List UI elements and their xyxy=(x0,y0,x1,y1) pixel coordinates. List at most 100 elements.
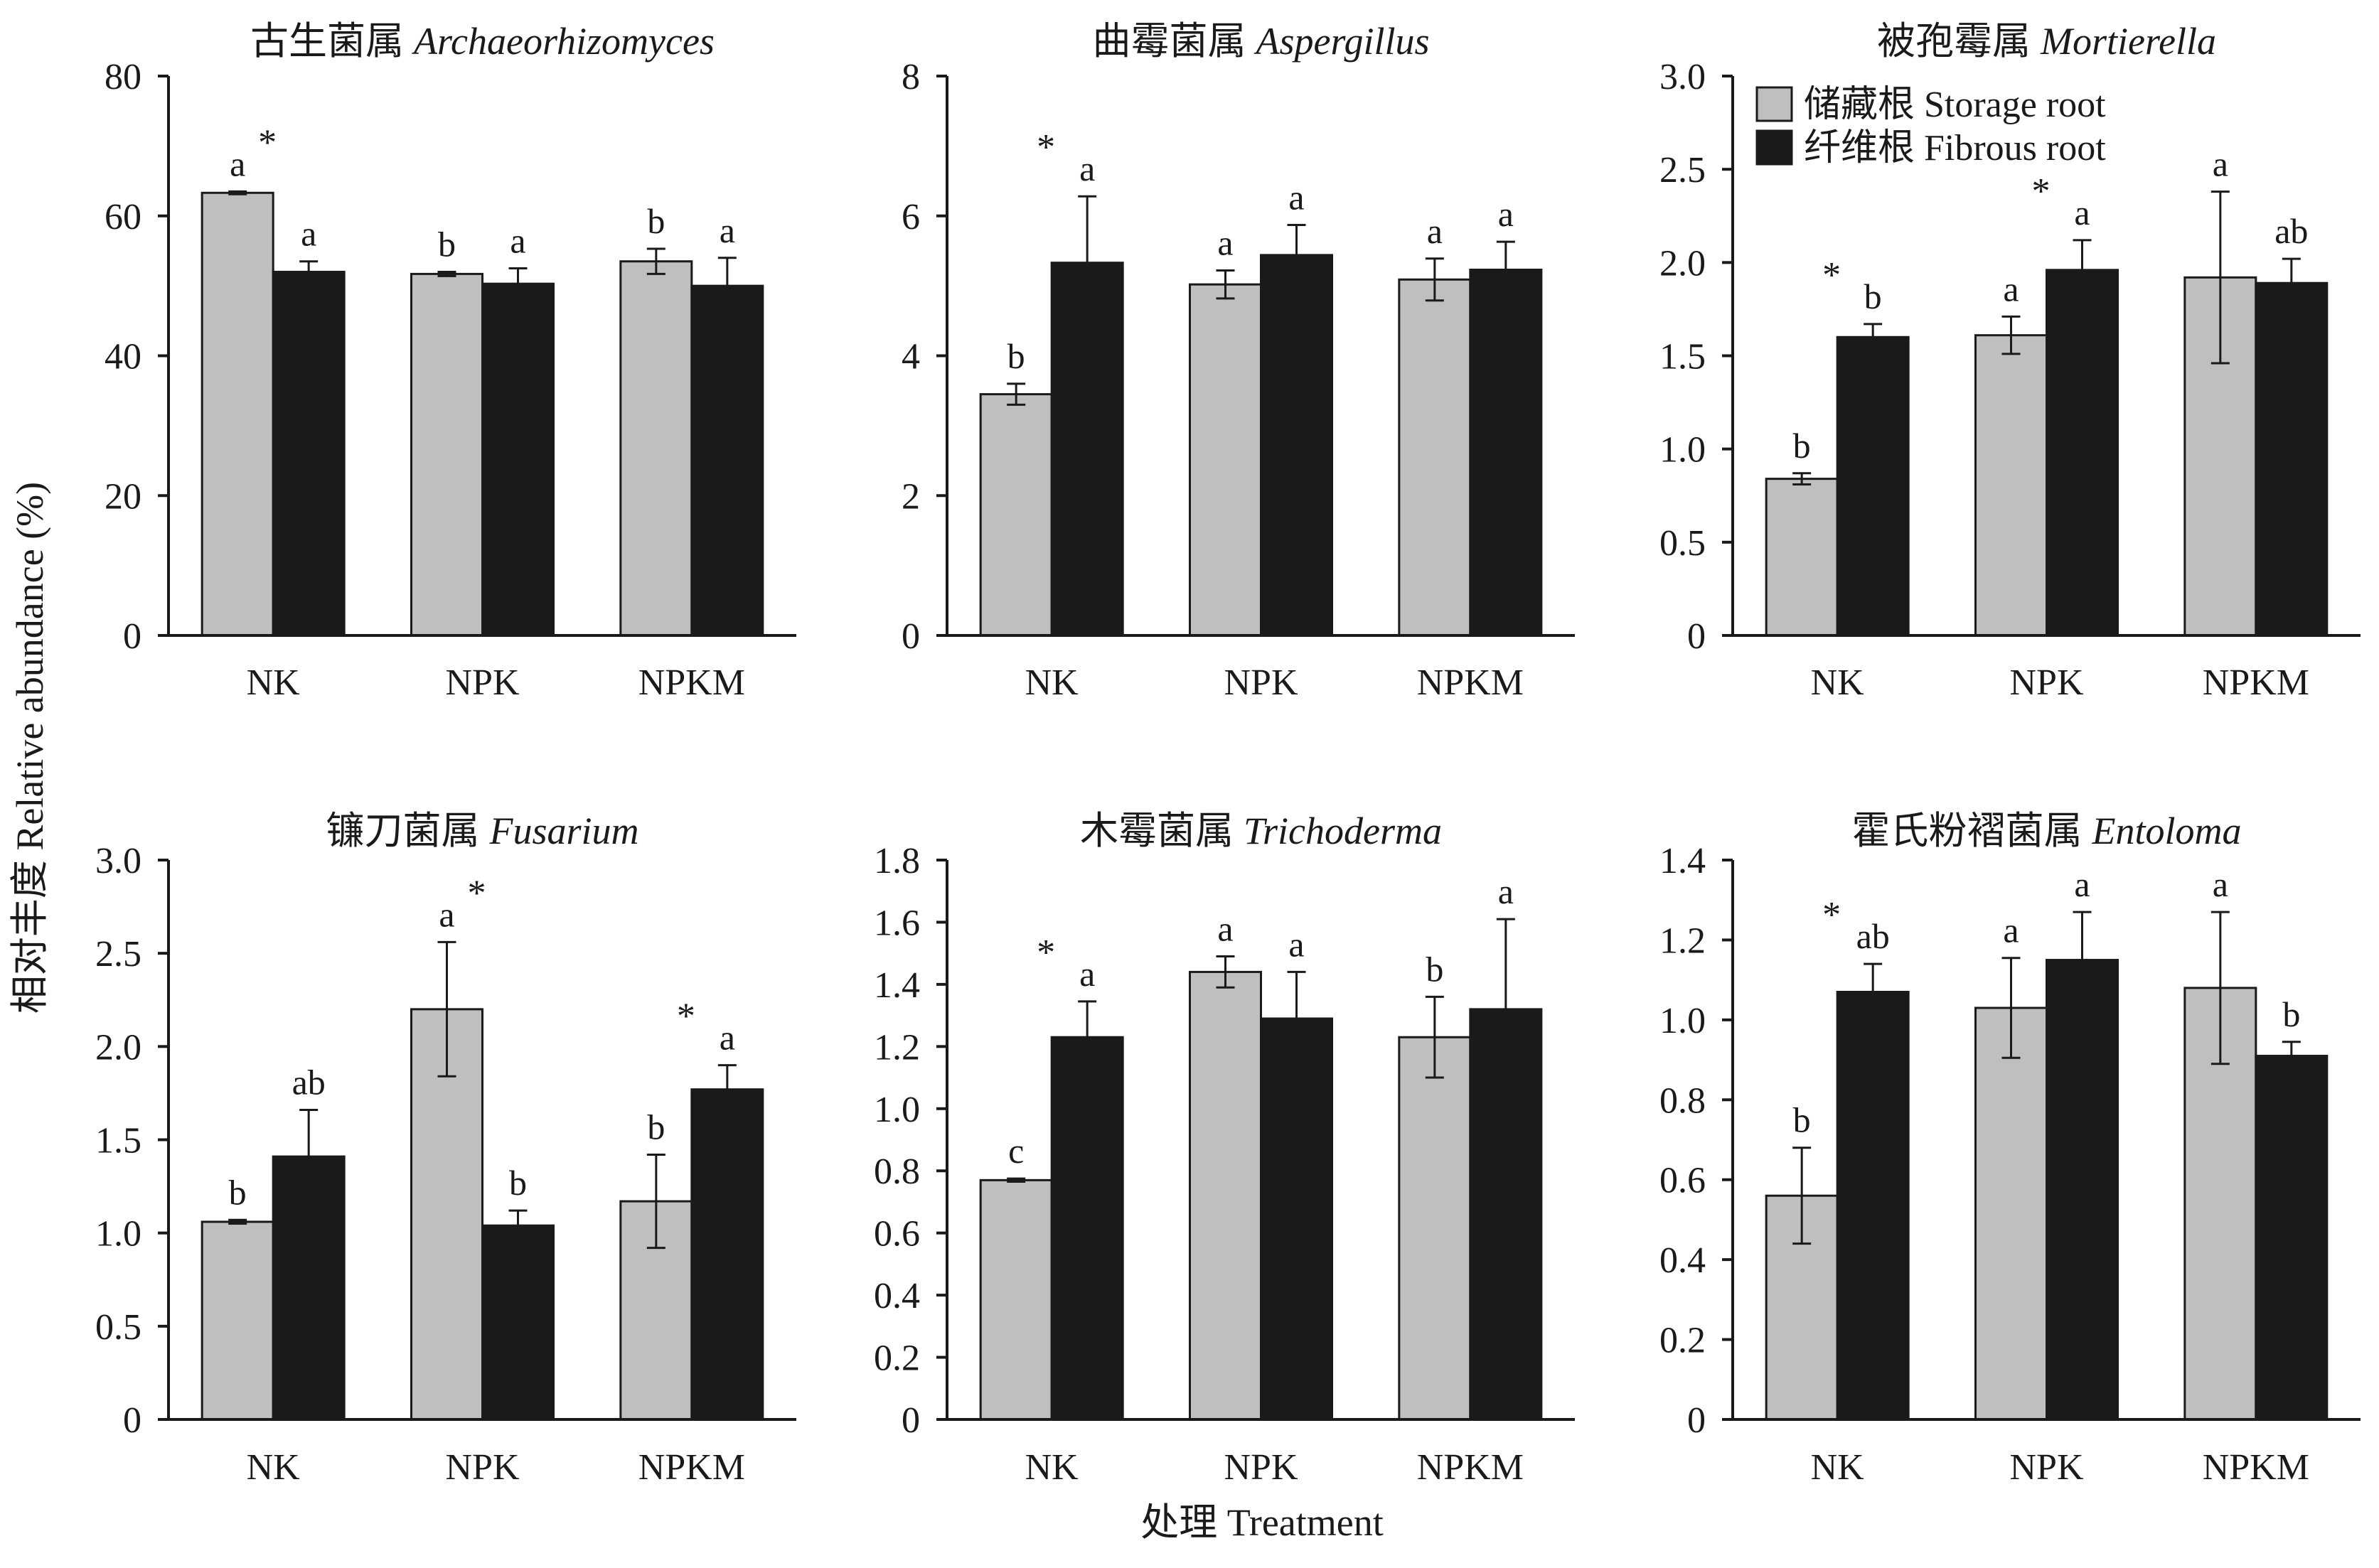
y-tick-label: 0.5 xyxy=(95,1307,141,1348)
x-tick-label-npkm: NPKM xyxy=(638,1447,745,1488)
x-tick-label-nk: NK xyxy=(1811,662,1865,703)
x-tick-label-nk: NK xyxy=(1811,1447,1865,1488)
significance-letter-storage-root-npkm: b xyxy=(1426,949,1443,989)
panel-title-genus: Fusarium xyxy=(488,810,638,852)
y-tick-label: 0 xyxy=(1687,1400,1706,1441)
y-tick-label: 0.2 xyxy=(1659,1321,1706,1361)
error-bar-storage-root-nk xyxy=(228,1218,247,1225)
significance-letter-storage-root-nk: c xyxy=(1008,1131,1024,1171)
x-tick-label-npkm: NPKM xyxy=(1417,662,1524,703)
error-bar-storage-root-npkm xyxy=(646,1153,665,1250)
panel-title-genus: Archaeorhizomyces xyxy=(412,20,715,63)
error-bar-fibrous-root-npk xyxy=(508,1209,528,1242)
x-tick-label-nk: NK xyxy=(247,1447,301,1488)
x-tick-label-npkm: NPKM xyxy=(638,662,745,703)
y-tick-label: 1.5 xyxy=(95,1121,141,1161)
bar-storage-root-nk xyxy=(201,1220,274,1421)
panel-archaeorhizomyces: 古生菌属 Archaeorhizomyces a b b a a a * 0 20 40 60 80 NK N… xyxy=(105,20,796,703)
x-tick-label-npk: NPK xyxy=(445,1447,519,1488)
y-tick-label: 1.4 xyxy=(874,965,920,1006)
y-tick-label: 6 xyxy=(902,197,920,237)
error-bar-fibrous-root-npk xyxy=(1287,224,1306,286)
error-bar-fibrous-root-npkm xyxy=(717,1064,737,1115)
significance-letter-storage-root-npkm: a xyxy=(2213,144,2228,184)
y-tick-label: 40 xyxy=(105,337,141,377)
error-bar-fibrous-root-npkm xyxy=(2282,1041,2301,1071)
error-bar-fibrous-root-npkm xyxy=(717,257,737,315)
panel-title-chinese: 古生菌属 xyxy=(250,20,404,63)
panel-title: 镰刀菌属 Fusarium xyxy=(326,810,638,852)
bar-storage-root-npk xyxy=(1189,283,1262,637)
y-tick-label: 0.8 xyxy=(1659,1080,1706,1121)
error-bar-storage-root-npk xyxy=(1216,955,1235,989)
bar-fibrous-root-npkm xyxy=(2255,1054,2329,1421)
significance-letter-storage-root-npkm: a xyxy=(2213,864,2228,904)
error-bar-fibrous-root-npkm xyxy=(1496,240,1515,299)
significance-letter-fibrous-root-npk: b xyxy=(509,1163,527,1203)
significance-letter-storage-root-nk: b xyxy=(1793,426,1811,466)
error-bar-storage-root-npk xyxy=(1216,269,1235,300)
significance-star-nk: * xyxy=(258,122,277,163)
error-bar-storage-root-npkm xyxy=(2210,911,2230,1065)
significance-star-nk: * xyxy=(1822,255,1841,296)
error-bar-storage-root-nk xyxy=(1792,1147,1812,1245)
bar-fibrous-root-npk xyxy=(1260,1017,1333,1421)
bar-storage-root-nk xyxy=(201,191,274,637)
error-bar-fibrous-root-nk xyxy=(1864,323,1883,352)
significance-letter-fibrous-root-nk: a xyxy=(301,214,316,254)
y-tick-label: 20 xyxy=(105,476,141,517)
panel-title: 曲霉菌属 Aspergillus xyxy=(1092,20,1429,63)
bar-fibrous-root-npk xyxy=(481,282,555,637)
x-tick-label-npk: NPK xyxy=(2009,662,2083,703)
y-tick-label: 2.0 xyxy=(95,1027,141,1068)
error-bar-fibrous-root-npk xyxy=(2073,239,2092,301)
y-tick-label: 0.4 xyxy=(1659,1240,1706,1281)
significance-letter-fibrous-root-npk: a xyxy=(2074,864,2090,904)
y-tick-label: 1.6 xyxy=(874,903,920,943)
panel-title-chinese: 木霉菌属 xyxy=(1080,810,1234,852)
bar-storage-root-nk xyxy=(1765,478,1839,637)
bar-fibrous-root-nk xyxy=(1050,1036,1124,1421)
significance-letter-fibrous-root-npk: a xyxy=(1288,924,1304,964)
significance-letter-fibrous-root-npkm: ab xyxy=(2274,211,2308,251)
y-tick-label: 1.8 xyxy=(874,841,920,881)
panel-title: 木霉菌属 Trichoderma xyxy=(1080,810,1442,852)
panel-fusarium: 镰刀菌属 Fusariumbababba**00.51.01.52.02.53.0… xyxy=(95,810,796,1488)
x-tick-label-npkm: NPKM xyxy=(1417,1447,1524,1488)
y-tick-label: 60 xyxy=(105,197,141,237)
y-tick-label: 0 xyxy=(902,1400,920,1441)
panel-title-chinese: 曲霉菌属 xyxy=(1092,20,1246,63)
significance-star-npk: * xyxy=(2032,171,2051,212)
error-bar-fibrous-root-nk xyxy=(299,260,319,284)
significance-letter-storage-root-nk: a xyxy=(230,144,245,183)
error-bar-fibrous-root-npk xyxy=(508,267,528,301)
significance-letter-fibrous-root-nk: b xyxy=(1864,276,1882,316)
bar-fibrous-root-npk xyxy=(2046,269,2119,637)
error-bar-fibrous-root-nk xyxy=(299,1109,319,1205)
significance-letter-fibrous-root-nk: a xyxy=(1079,149,1095,188)
significance-star-nk: * xyxy=(1037,127,1055,168)
error-bar-storage-root-npkm xyxy=(1425,257,1444,302)
panel-title: 古生菌属 Archaeorhizomyces xyxy=(250,20,715,63)
significance-letter-storage-root-npkm: b xyxy=(647,201,665,241)
error-bar-storage-root-npk xyxy=(437,270,456,277)
significance-letter-storage-root-npkm: a xyxy=(1427,211,1443,251)
panel-aspergillus: 曲霉菌属 Aspergillus b a a a a a * 0 2 4 6 8 NK NPK NPKM xyxy=(902,20,1575,703)
y-tick-label: 80 xyxy=(105,57,141,97)
x-tick-label-npk: NPK xyxy=(1224,662,1298,703)
error-bar-storage-root-npk xyxy=(437,940,456,1078)
bar-storage-root-npk xyxy=(410,272,483,637)
significance-star-nk: * xyxy=(1822,895,1841,935)
y-tick-label: 1.2 xyxy=(874,1027,920,1068)
significance-letter-storage-root-npk: a xyxy=(2003,269,2019,308)
y-tick-label: 0 xyxy=(123,1400,141,1441)
significance-letter-storage-root-nk: b xyxy=(1793,1100,1811,1140)
legend-label-storage-root: 储藏根 Storage root xyxy=(1804,85,2106,125)
legend-swatch-fibrous-root xyxy=(1755,129,1793,166)
bar-fibrous-root-npkm xyxy=(690,1088,764,1421)
significance-letter-fibrous-root-npkm: a xyxy=(1498,871,1514,911)
panel-title: 被孢霉属 Mortierella xyxy=(1877,20,2216,63)
error-bar-storage-root-npkm xyxy=(2210,190,2230,365)
